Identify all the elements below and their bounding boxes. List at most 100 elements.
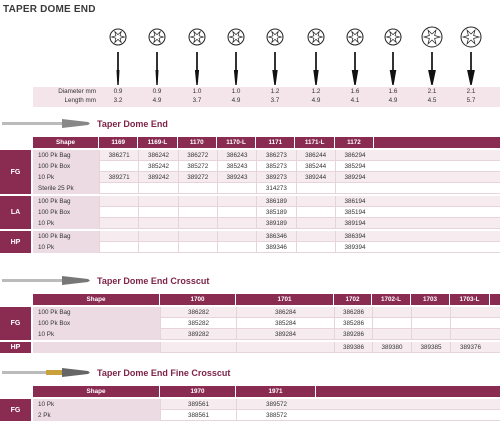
table-cell [99,231,138,242]
spec-value: 3.2 [113,97,123,104]
table-cell [138,196,177,207]
spec-value: 0.9 [113,88,123,95]
table-cell: 386346 [256,231,295,242]
group-label: LA [0,196,31,229]
column-header: 1171 [256,137,296,148]
bur-flutes [385,30,401,44]
table-cell [99,196,138,207]
bur-shank [315,52,317,70]
table-cell: 389386 [334,342,372,353]
bur-head [351,70,359,85]
bur-shank [431,52,433,70]
bur-icons [109,26,482,85]
table-cell [216,207,256,218]
bur-shank [235,52,237,70]
table-cell: 385244 [295,161,335,172]
row-background [33,218,500,229]
table-cell [177,231,217,242]
spec-value: 2.1 [427,88,437,95]
row-label [33,342,160,353]
row-background [33,318,500,329]
spec-band [33,87,500,107]
table-cell: 386242 [138,150,177,161]
bur-image [2,276,90,285]
column-header: 1970 [160,386,236,397]
table-cell [177,242,217,253]
table-cell: 386294 [334,150,374,161]
column-header: 1169 [99,137,139,148]
spec-label: Length mm [64,97,97,104]
bur-flutes [347,30,363,44]
column-header: 1701 [236,294,334,305]
table-cell [372,329,411,340]
table-cell [216,196,256,207]
table-cell: 389286 [334,329,372,340]
table-cell: 389380 [372,342,411,353]
bur-head [155,70,159,85]
table-cell [177,196,217,207]
row-background [33,161,500,172]
table-cell: 386282 [160,307,236,318]
table-cell: 389194 [334,218,374,229]
table-cell: 389376 [450,342,490,353]
table-cell [138,207,177,218]
table-cell [411,329,450,340]
bur-flutes [228,30,244,44]
table-cell: 389189 [256,218,295,229]
table-cell: 385282 [160,318,236,329]
bur-flutes [422,28,442,46]
row-label: 100 Pk Box [33,161,99,172]
row-label: 10 Pk [33,172,99,183]
table-cell [411,307,450,318]
row-label: 10 Pk [33,329,160,340]
table-cell: 388572 [236,410,316,421]
spec-value: 3.7 [270,97,280,104]
table-cell [216,218,256,229]
bur-shank [196,52,198,70]
table-cell: 385294 [334,161,374,172]
bur-end-view [421,26,443,48]
group-label: FG [0,150,31,194]
column-header: 1172 [334,137,375,148]
bur-head [313,70,319,85]
row-background [33,150,500,161]
column-header: Shape [33,137,99,148]
table-cell: 389273 [256,172,295,183]
row-background [33,329,500,340]
table-cell [295,207,335,218]
table-cell: 385284 [236,318,334,329]
table-cell: 386189 [256,196,295,207]
bur-end-view [384,28,402,46]
table-cell [295,218,335,229]
spec-value: 1.6 [350,88,360,95]
table-cell [138,183,177,194]
page-title: TAPER DOME END [3,4,96,15]
table-cell: 389572 [236,399,316,410]
spec-value: 4.5 [427,97,437,104]
bur-end-view [460,26,482,48]
table-cell [411,318,450,329]
table-cell: 389244 [295,172,335,183]
table-cell: 389294 [334,172,374,183]
table-cell: 385243 [216,161,256,172]
table-cell: 386244 [295,150,335,161]
table-cell [450,329,490,340]
spec-value: 4.9 [311,97,321,104]
spec-value: 1.6 [388,88,398,95]
row-label: 100 Pk Bag [33,196,99,207]
table-cell: 389394 [334,242,374,253]
table-cell: 389282 [160,329,236,340]
bur-shank [156,52,158,70]
spec-value: 0.9 [152,88,162,95]
bur-shank [354,52,356,70]
bur-head [389,70,397,85]
table-cell: 389284 [236,329,334,340]
bur-head [194,70,200,85]
table-cell [295,183,335,194]
table-cell [450,318,490,329]
column-header: 1702 [334,294,372,305]
spec-value: 4.9 [152,97,162,104]
table-cell [216,242,256,253]
bur-head [272,70,278,85]
